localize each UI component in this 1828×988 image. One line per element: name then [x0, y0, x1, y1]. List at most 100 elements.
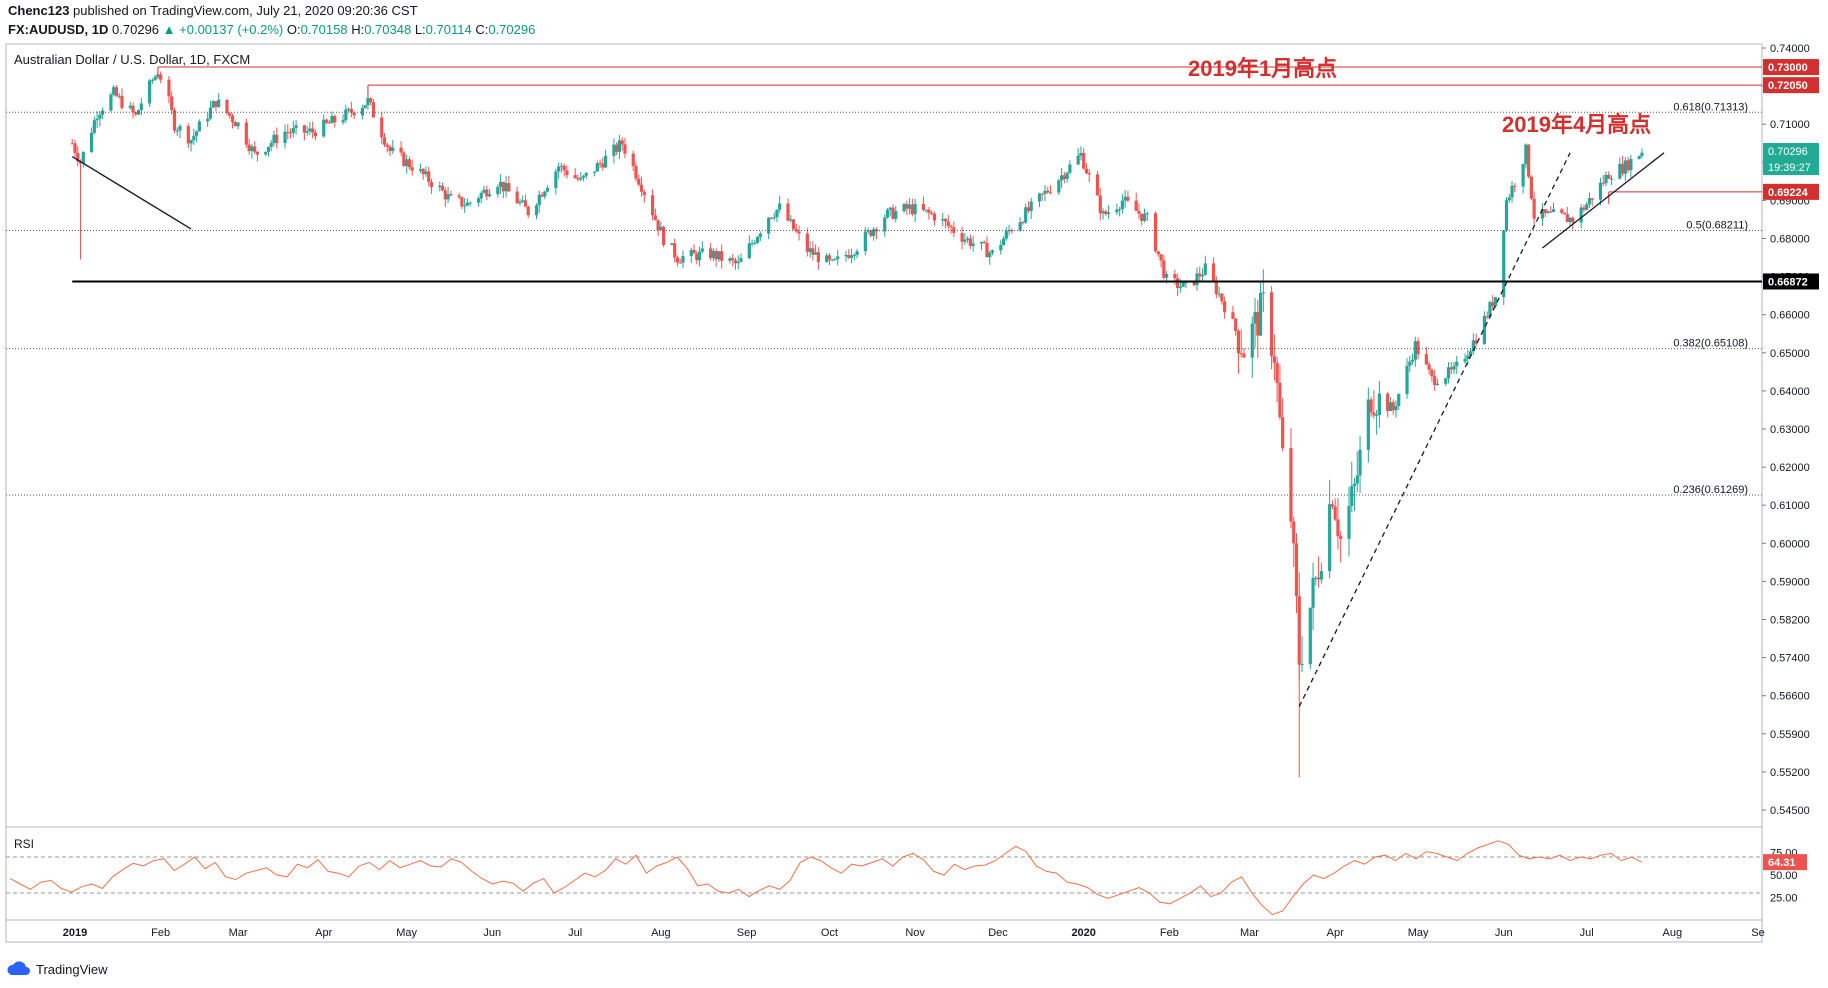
candle-body	[1316, 577, 1321, 580]
candle-body	[479, 192, 483, 199]
candle-body	[1145, 213, 1149, 215]
candle-body	[485, 189, 489, 197]
candle-body	[327, 122, 331, 124]
candle-body	[1250, 323, 1254, 358]
candle-body	[167, 79, 171, 97]
candle-body	[1607, 174, 1611, 179]
candle-body	[662, 226, 666, 245]
candle-body	[1601, 182, 1605, 184]
y-tick-label: 0.65000	[1770, 348, 1810, 360]
candle-body	[825, 255, 829, 263]
candle-body	[322, 119, 326, 137]
candle-body	[1314, 577, 1318, 579]
candle-body	[1137, 210, 1141, 214]
candle-body	[1507, 197, 1511, 201]
candle-body	[966, 238, 970, 240]
candle-body	[1328, 504, 1332, 572]
candle-body	[388, 146, 392, 151]
candle-body	[990, 250, 995, 253]
tradingview-logo[interactable]: TradingView	[6, 961, 108, 977]
candle-body	[747, 243, 751, 259]
candle-body	[1308, 607, 1312, 665]
candle-body	[750, 243, 754, 245]
x-tick-label: Apr	[315, 927, 332, 939]
candle-body	[755, 237, 760, 243]
candle-body	[1449, 367, 1453, 370]
candle-body	[650, 195, 655, 216]
candle-body	[1471, 340, 1475, 352]
candle-body	[534, 205, 539, 216]
candle-body	[758, 233, 762, 238]
y-tick-label: 0.59000	[1770, 576, 1810, 588]
candle-body	[1289, 448, 1293, 522]
candle-body	[1059, 175, 1064, 181]
candle-body	[1543, 209, 1547, 214]
open-value: 0.70158	[300, 22, 348, 37]
candle-body	[634, 165, 638, 179]
price-label-bg	[1763, 59, 1819, 76]
candle-body	[1253, 312, 1257, 324]
candle-body	[360, 108, 365, 116]
candle-body	[794, 229, 798, 232]
candle-body	[971, 243, 975, 246]
open-label: O:	[286, 22, 301, 37]
candle-body	[346, 108, 351, 110]
candle-body	[120, 95, 124, 108]
trendline	[1298, 152, 1571, 707]
candle-body	[382, 137, 387, 145]
candle-body	[1297, 596, 1301, 665]
candle-body	[324, 119, 329, 123]
candle-body	[952, 227, 956, 233]
candle-body	[1126, 196, 1130, 201]
candle-body	[1485, 316, 1489, 318]
publisher-name[interactable]: Chenc123	[8, 3, 70, 18]
candle-body	[313, 132, 318, 137]
candle-body	[1076, 155, 1080, 165]
candle-body	[720, 251, 724, 261]
candle-body	[308, 128, 312, 132]
candle-body	[1504, 200, 1509, 231]
candle-body	[1502, 230, 1506, 298]
candle-body	[405, 159, 409, 166]
candle-body	[913, 203, 917, 215]
candle-body	[159, 74, 163, 80]
candle-body	[1120, 200, 1124, 210]
candle-body	[872, 229, 876, 236]
candle-body	[847, 254, 851, 258]
candle-body	[1482, 316, 1487, 344]
candle-body	[1562, 212, 1567, 215]
candle-body	[1609, 178, 1614, 180]
candle-body	[1217, 293, 1221, 295]
candle-body	[960, 232, 964, 242]
candle-body	[537, 194, 541, 206]
candle-body	[449, 194, 453, 196]
candle-body	[1037, 193, 1042, 202]
candles-layer	[70, 71, 1644, 778]
price-change: ▲ +0.00137 (+0.2%)	[162, 22, 284, 37]
candle-body	[1585, 204, 1589, 210]
candle-body	[623, 144, 627, 154]
candle-body	[1629, 158, 1633, 171]
price-label: 0.72050	[1768, 80, 1808, 92]
candle-body	[283, 131, 287, 144]
y-tick-label: 0.63000	[1770, 424, 1810, 436]
candle-body	[341, 120, 345, 123]
candle-body	[714, 250, 718, 260]
candle-body	[836, 256, 840, 260]
chart-title: Australian Dollar / U.S. Dollar, 1D, FXC…	[14, 52, 250, 67]
candle-body	[371, 102, 376, 118]
last-price: 0.70296	[112, 22, 160, 37]
candle-body	[1455, 361, 1459, 367]
candle-body	[1524, 144, 1528, 165]
candle-body	[1184, 282, 1188, 284]
candle-body	[424, 171, 428, 175]
candle-body	[736, 261, 740, 264]
candle-body	[1427, 364, 1431, 370]
candle-body	[311, 128, 315, 133]
candle-body	[1256, 312, 1260, 336]
candle-body	[1040, 193, 1044, 195]
candle-body	[772, 217, 776, 219]
candle-body	[264, 151, 268, 155]
candle-body	[946, 221, 950, 226]
